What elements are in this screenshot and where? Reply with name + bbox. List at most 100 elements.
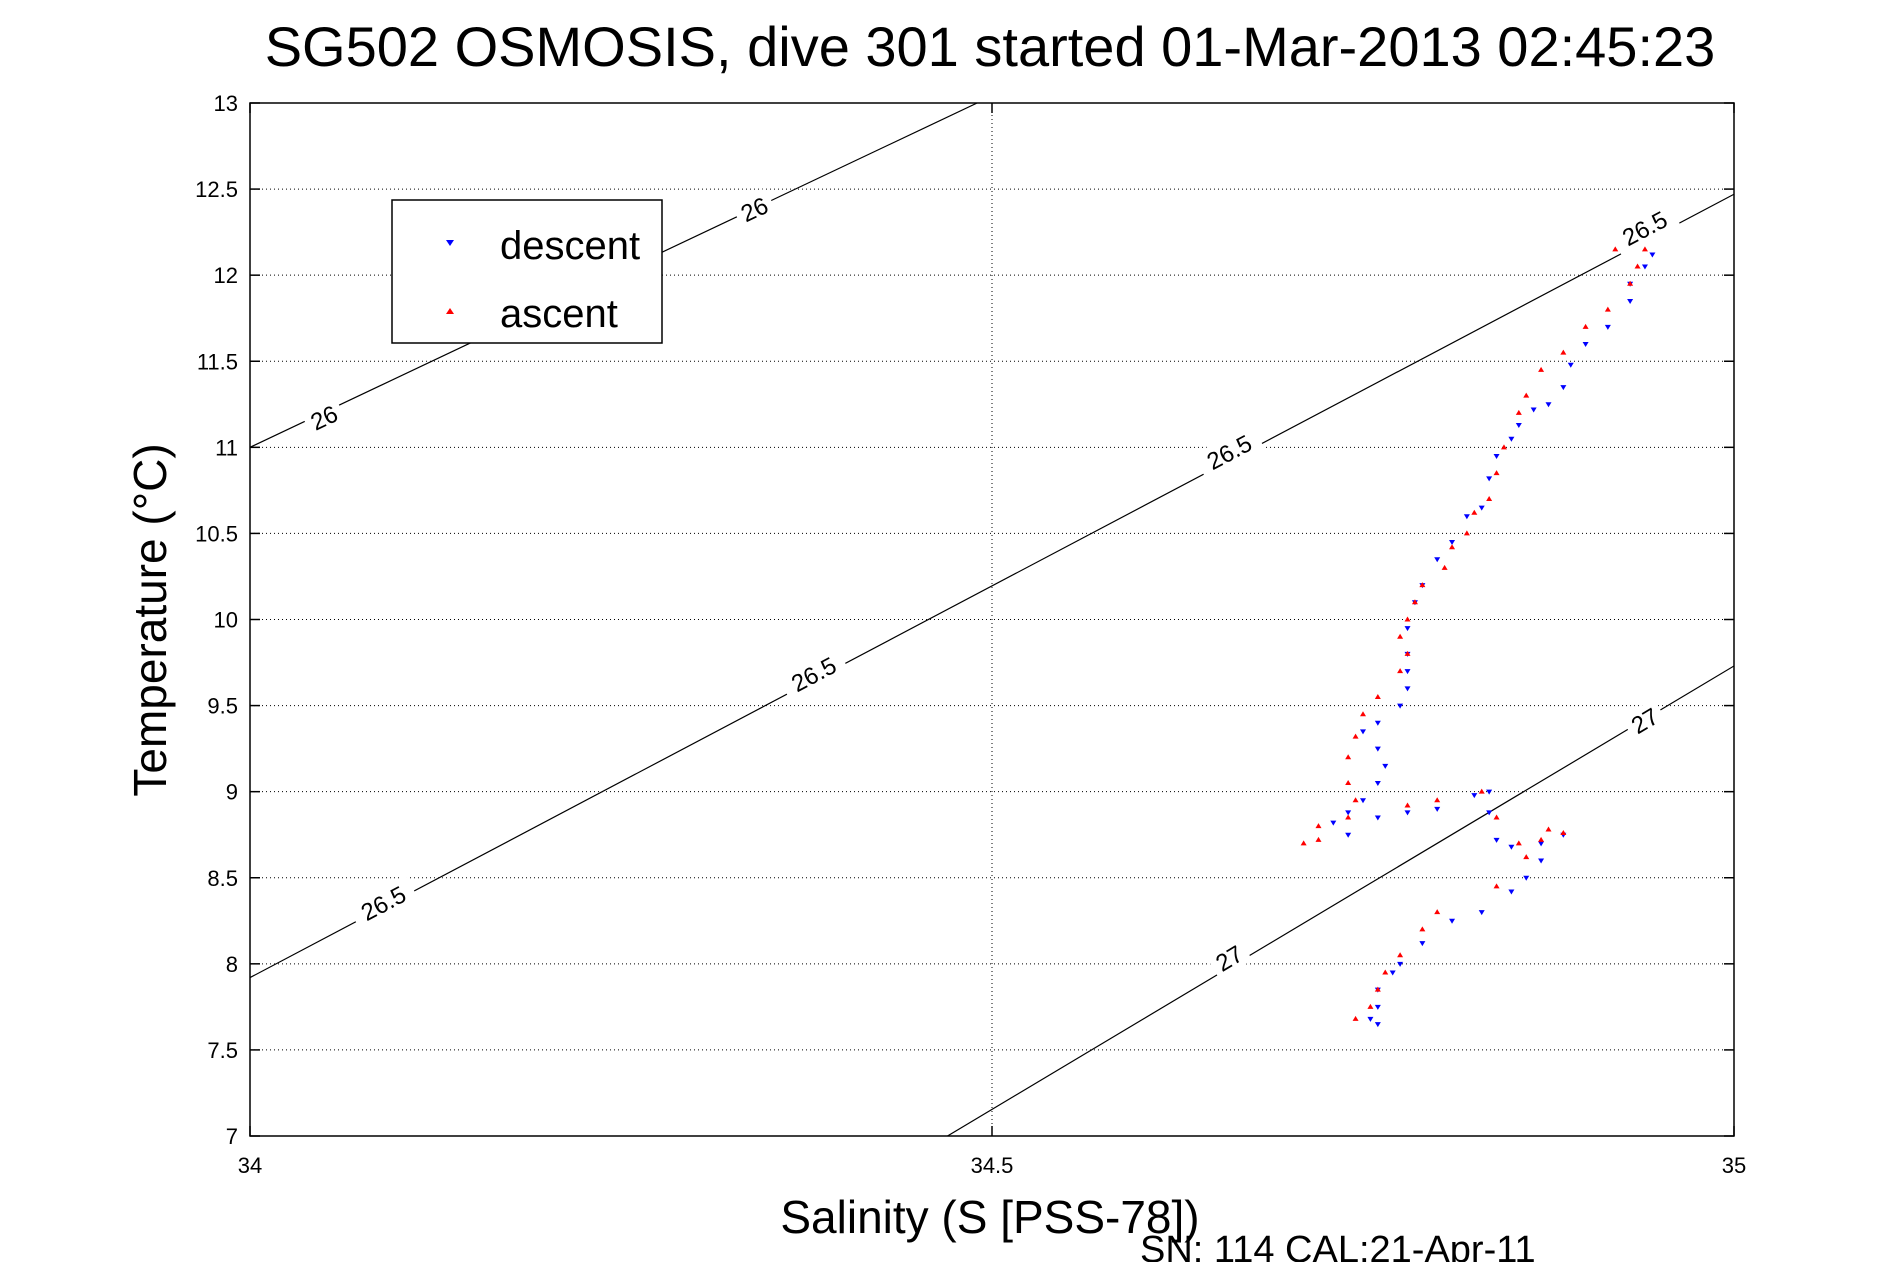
point-descent xyxy=(1374,746,1381,752)
point-ascent xyxy=(1478,788,1485,794)
point-descent xyxy=(1404,810,1411,816)
point-descent xyxy=(1397,703,1404,709)
contour-line-26.5 xyxy=(250,193,1734,979)
contour-line-27 xyxy=(947,665,1734,1136)
calibration-footer: SN: 114 CAL:21-Apr-11 xyxy=(1140,1229,1536,1262)
point-ascent xyxy=(1545,826,1552,832)
point-descent xyxy=(1471,793,1478,799)
point-ascent xyxy=(1411,599,1418,605)
point-ascent xyxy=(1515,409,1522,415)
y-tick-label: 7.5 xyxy=(207,1038,238,1063)
point-ascent xyxy=(1538,366,1545,372)
point-ascent xyxy=(1560,829,1567,835)
y-tick-label: 10.5 xyxy=(195,521,238,546)
point-descent xyxy=(1530,407,1537,413)
point-descent xyxy=(1404,669,1411,675)
point-ascent xyxy=(1560,349,1567,355)
point-ascent xyxy=(1604,306,1611,312)
point-descent xyxy=(1345,810,1352,816)
point-ascent xyxy=(1493,814,1500,820)
point-ascent xyxy=(1641,246,1648,252)
point-descent xyxy=(1367,1016,1374,1022)
point-ascent xyxy=(1404,616,1411,622)
contour-label-group: 26.5 xyxy=(777,645,850,702)
x-tick-label: 34 xyxy=(238,1153,262,1178)
y-tick-label: 13 xyxy=(214,91,238,116)
point-descent xyxy=(1449,540,1456,546)
contour-label-group: 27 xyxy=(1205,936,1253,980)
point-descent xyxy=(1434,557,1441,563)
y-tick-label: 12.5 xyxy=(195,177,238,202)
point-ascent xyxy=(1471,509,1478,515)
point-descent xyxy=(1560,385,1567,391)
point-ascent xyxy=(1397,668,1404,674)
contour-label-bg xyxy=(730,188,778,230)
point-descent xyxy=(1486,476,1493,482)
point-ascent xyxy=(1515,840,1522,846)
y-tick-label: 11 xyxy=(215,435,238,460)
point-descent xyxy=(1508,436,1515,442)
point-descent xyxy=(1538,858,1545,864)
contour-label-group: 26 xyxy=(730,188,778,230)
point-ascent xyxy=(1404,802,1411,808)
y-tick-label: 9.5 xyxy=(207,694,238,719)
point-ascent xyxy=(1434,909,1441,915)
point-descent xyxy=(1389,970,1396,976)
point-ascent xyxy=(1582,323,1589,329)
point-ascent xyxy=(1493,470,1500,476)
point-descent xyxy=(1360,729,1366,735)
chart-title: SG502 OSMOSIS, dive 301 started 01-Mar-2… xyxy=(265,15,1716,78)
point-ascent xyxy=(1419,926,1426,932)
point-ascent xyxy=(1382,969,1389,975)
point-ascent xyxy=(1374,986,1381,992)
point-descent xyxy=(1515,422,1522,428)
point-ascent xyxy=(1315,823,1322,829)
y-tick-label: 11.5 xyxy=(197,349,238,374)
point-ascent xyxy=(1463,530,1470,536)
point-descent xyxy=(1374,1004,1381,1010)
point-descent xyxy=(1508,889,1515,895)
contour-label-bg xyxy=(347,874,419,931)
point-descent xyxy=(1330,820,1337,826)
y-axis-ticks: 7 7.5 8 8.5 9 9.5 10 10.5 11 11.5 12 12.5 13 xyxy=(195,91,1734,1149)
point-ascent xyxy=(1434,797,1441,803)
contour-label-bg xyxy=(1205,936,1253,980)
point-descent xyxy=(1538,841,1545,847)
point-descent xyxy=(1604,324,1611,330)
point-ascent xyxy=(1345,780,1352,786)
point-descent xyxy=(1419,941,1426,947)
point-descent xyxy=(1493,837,1500,843)
point-ascent xyxy=(1441,564,1448,570)
x-axis-label: Salinity (S [PSS-78]) xyxy=(780,1191,1199,1243)
point-descent xyxy=(1567,362,1574,368)
contour-label-bg xyxy=(777,645,850,702)
point-ascent xyxy=(1634,263,1641,269)
point-ascent xyxy=(1493,883,1500,889)
point-descent xyxy=(1486,810,1493,816)
point-ascent xyxy=(1523,854,1530,860)
point-descent xyxy=(1523,875,1530,881)
point-descent xyxy=(1397,961,1404,967)
contour-label-bg xyxy=(1193,423,1265,480)
point-descent xyxy=(1508,844,1515,850)
point-descent xyxy=(1449,918,1456,924)
point-ascent xyxy=(1404,650,1411,656)
point-ascent xyxy=(1352,797,1359,803)
y-tick-label: 8.5 xyxy=(207,866,238,891)
point-descent xyxy=(1486,789,1493,795)
point-ascent xyxy=(1352,1015,1359,1021)
contour-label-group: 26 xyxy=(300,396,347,438)
point-ascent xyxy=(1612,246,1619,252)
point-ascent xyxy=(1523,392,1530,398)
point-ascent xyxy=(1345,754,1352,760)
contour-label-bg xyxy=(300,396,347,438)
contour-label-bg xyxy=(1608,200,1681,256)
point-descent xyxy=(1582,342,1589,348)
y-tick-label: 10 xyxy=(214,608,238,633)
legend-descent-label: descent xyxy=(500,224,640,268)
point-descent xyxy=(1434,806,1441,812)
point-descent xyxy=(1478,505,1485,511)
point-ascent xyxy=(1419,582,1426,588)
point-ascent xyxy=(1374,693,1381,699)
